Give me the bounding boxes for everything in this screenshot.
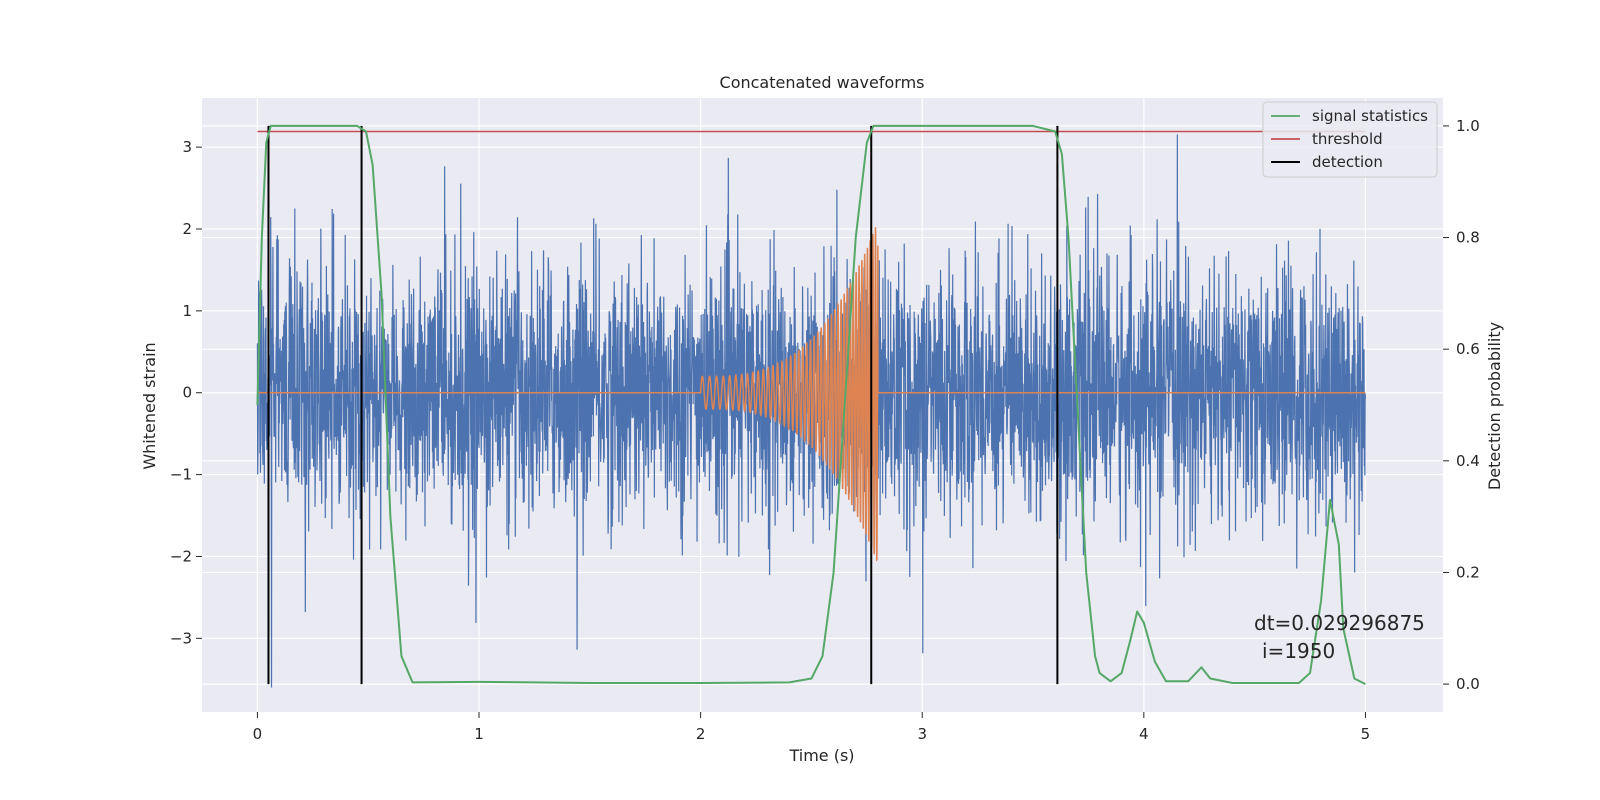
legend-label-threshold: threshold [1312, 130, 1383, 148]
y2-tick-label: 0.8 [1456, 229, 1480, 247]
series-clip-group [256, 124, 1367, 688]
signal-statistics-line [256, 124, 1366, 685]
y-tick-label: 2 [182, 220, 192, 238]
x-tick-label: 0 [253, 725, 263, 743]
x-tick-label: 4 [1139, 725, 1149, 743]
x-tick-label: 1 [474, 725, 484, 743]
y-tick-label: 1 [182, 302, 192, 320]
x-tick-label: 2 [696, 725, 706, 743]
y-tick-label: 0 [182, 384, 192, 402]
x-axis-label: Time (s) [788, 746, 854, 765]
y2-tick-label: 0.2 [1456, 563, 1480, 581]
annotation-dt: dt=0.029296875 [1254, 611, 1425, 635]
y-tick-label: −2 [170, 547, 192, 565]
x-tick-label: 3 [917, 725, 927, 743]
chart-title: Concatenated waveforms [720, 73, 925, 92]
annotation-i: i=1950 [1262, 639, 1335, 663]
x-tick-label: 5 [1361, 725, 1371, 743]
y2-tick-label: 0.0 [1456, 675, 1480, 693]
series-layer [256, 124, 1367, 688]
y2-tick-label: 0.4 [1456, 452, 1480, 470]
y2-tick-label: 1.0 [1456, 117, 1480, 135]
y-tick-label: −1 [170, 466, 192, 484]
y-tick-label: −3 [170, 629, 192, 647]
legend-label-detection: detection [1312, 153, 1383, 171]
y2-axis-label: Detection probability [1485, 322, 1504, 490]
legend-box [1262, 101, 1438, 178]
axes-layer: 0 1 2 3 4 5 −3 −2 −1 0 1 2 3 0.0 0.2 0.4 0.6 0.8 1.0 [170, 117, 1480, 743]
strain-series-line [256, 134, 1367, 688]
legend: signal statistics threshold detection [1262, 101, 1438, 178]
y2-tick-label: 0.6 [1456, 340, 1480, 358]
waveform-series-line [257, 227, 1366, 562]
y-tick-label: 3 [182, 138, 192, 156]
legend-label-signal-statistics: signal statistics [1312, 107, 1428, 125]
y-axis-label: Whitened strain [140, 342, 159, 469]
